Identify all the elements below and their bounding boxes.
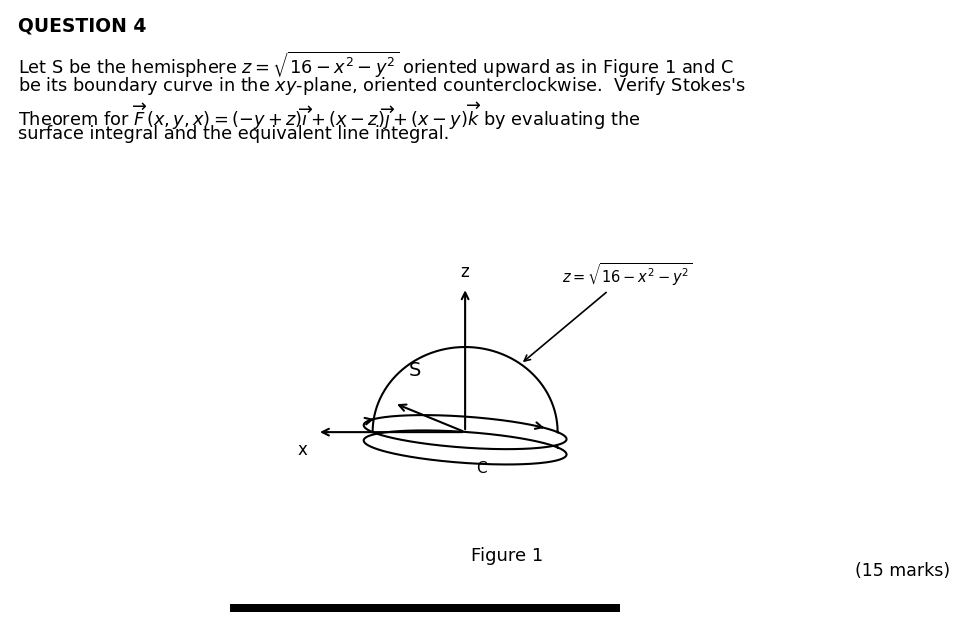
Text: be its boundary curve in the $\mathit{xy}$-plane, oriented counterclockwise.  Ve: be its boundary curve in the $\mathit{xy… (18, 75, 746, 97)
Text: Figure 1: Figure 1 (471, 547, 543, 565)
Text: (15 marks): (15 marks) (855, 562, 950, 580)
Text: C: C (477, 461, 487, 476)
Text: surface integral and the equivalent line integral.: surface integral and the equivalent line… (18, 125, 450, 143)
Text: z: z (460, 262, 470, 281)
Text: S: S (409, 361, 421, 380)
Text: Theorem for $\overrightarrow{F}\,(x, y, x) = (-y + z)\overrightarrow{\imath} + (: Theorem for $\overrightarrow{F}\,(x, y, … (18, 100, 641, 132)
Text: QUESTION 4: QUESTION 4 (18, 17, 146, 36)
Bar (230, 604, 620, 612)
Text: Let S be the hemisphere $z = \sqrt{16 - x^2 - y^2}$ oriented upward as in Figure: Let S be the hemisphere $z = \sqrt{16 - … (18, 50, 734, 80)
Text: $z = \sqrt{16 - x^2 - y^2}$: $z = \sqrt{16 - x^2 - y^2}$ (524, 261, 693, 361)
Text: x: x (298, 440, 308, 458)
